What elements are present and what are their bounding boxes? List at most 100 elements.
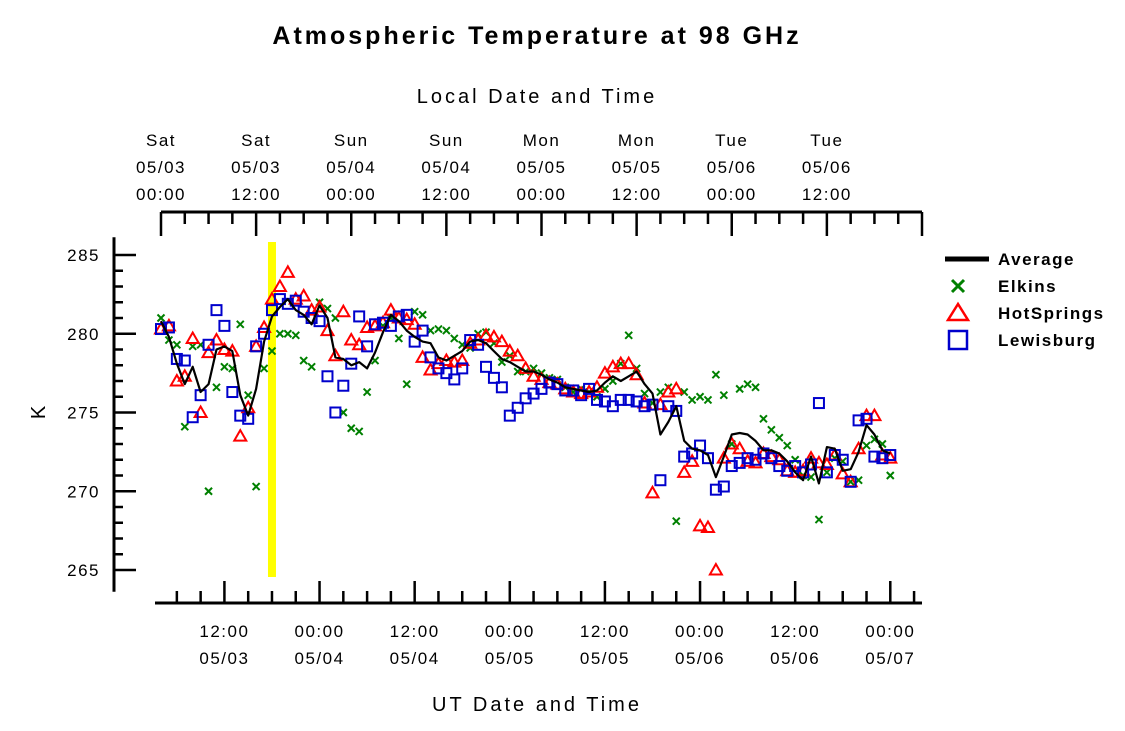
top-tick-label: Tue: [810, 131, 843, 150]
top-tick-label: Sun: [429, 131, 464, 150]
elkins-point-stroke: [759, 414, 768, 424]
elkins-point: [259, 364, 269, 373]
elkins-point: [719, 390, 729, 400]
lewisburg-point: [337, 379, 350, 392]
elkins-point: [156, 313, 166, 323]
elkins-point: [402, 379, 411, 389]
top-tick-label: 12:00: [231, 185, 281, 204]
hotsprings-point: [256, 319, 272, 333]
hotsprings-point: [509, 347, 526, 362]
hotsprings-point: [676, 464, 692, 478]
elkins-point-stroke: [347, 424, 356, 433]
elkins-point: [442, 326, 451, 335]
hotsprings-point: [517, 360, 534, 374]
hotsprings-point: [644, 484, 661, 499]
top-tick-label: 05/06: [707, 158, 757, 177]
elkins-point-stroke: [220, 362, 229, 372]
lewisburg-point: [749, 453, 762, 466]
top-tick-label: 05/04: [326, 158, 376, 177]
lewisburg-point: [234, 409, 247, 422]
elkins-point: [307, 362, 316, 372]
lewisburg-point: [622, 393, 635, 406]
y-tick-label: 275: [67, 404, 100, 423]
elkins-point-stroke: [394, 334, 404, 343]
lewisburg-point: [868, 450, 881, 463]
lewisburg-point: [353, 310, 366, 323]
lewisburg-point: [583, 382, 596, 395]
elkins-point: [180, 422, 189, 431]
elkins-point: [814, 515, 824, 524]
top-tick-label: 00:00: [707, 185, 757, 204]
bottom-axis: 12:00 05/03 00:00 05/04 12:00 05/04 00:00 05/05…: [155, 581, 922, 668]
top-tick-label: 05/03: [136, 158, 186, 177]
elkins-point-stroke: [434, 324, 443, 334]
elkins-point: [624, 331, 633, 340]
legend-item-average: Average: [945, 250, 1073, 269]
elkins-point: [735, 384, 744, 394]
lewisburg-point: [844, 475, 857, 488]
bottom-tick-label: 12:00: [580, 622, 630, 641]
elkins-point-stroke: [775, 433, 784, 442]
hotsprings-point: [731, 440, 748, 455]
elkins-point: [188, 342, 197, 351]
elkins-point: [695, 392, 705, 401]
legend-item-elkins: Elkins: [950, 277, 1056, 296]
elkins-point: [418, 310, 427, 320]
elkins-point: [767, 425, 776, 435]
lewisburg-point: [400, 308, 413, 321]
elkins-point-stroke: [822, 468, 832, 477]
legend-label: HotSprings: [998, 304, 1105, 323]
top-tick-label: Mon: [523, 131, 561, 150]
bottom-tick-label: 12:00: [770, 622, 820, 641]
top-tick-label: 00:00: [136, 185, 186, 204]
bottom-tick-label: 12:00: [390, 622, 440, 641]
lewisburg-point: [852, 414, 865, 427]
elkins-point-stroke: [735, 384, 744, 394]
elkins-point-stroke: [790, 455, 800, 464]
elkins-point: [862, 441, 871, 450]
elkins-point-stroke: [212, 383, 221, 392]
lewisburg-point: [289, 294, 302, 307]
top-tick-label: 00:00: [326, 185, 376, 204]
lewisburg-point: [535, 382, 548, 395]
elkins-point-stroke: [243, 390, 253, 400]
legend-swatch-triangle: [945, 301, 971, 322]
elkins-point-stroke: [687, 395, 697, 405]
y-tick-label: 280: [67, 325, 100, 344]
elkins-point-stroke: [695, 392, 705, 401]
y-axis: 265 270 275 280 285: [67, 237, 136, 592]
elkins-point-stroke: [719, 390, 729, 400]
hotsprings-point: [200, 344, 217, 359]
elkins-point-stroke: [656, 387, 665, 397]
elkins-point-stroke: [402, 379, 411, 389]
lewisburg-point: [709, 483, 722, 496]
elkins-point: [703, 395, 713, 405]
elkins-point: [672, 516, 681, 526]
lewisburg-point: [606, 400, 619, 413]
lewisburg-point: [202, 338, 215, 351]
elkins-point: [751, 383, 760, 392]
elkins-point-stroke: [267, 346, 277, 356]
lewisburg-point: [424, 351, 437, 364]
bottom-tick-label: 05/04: [295, 649, 345, 668]
elkins-point-stroke: [172, 340, 182, 349]
bottom-tick-label: 00:00: [295, 622, 345, 641]
elkins-point-stroke: [624, 331, 633, 340]
hotsprings-point: [708, 561, 724, 576]
elkins-point: [394, 334, 404, 343]
hotsprings-point: [835, 465, 851, 480]
lewisburg-point: [559, 384, 572, 397]
elkins-point-stroke: [767, 425, 776, 435]
hotsprings-point: [311, 298, 328, 313]
elkins-point-stroke: [204, 487, 213, 496]
bottom-tick-label: 05/05: [580, 649, 630, 668]
elkins-point-stroke: [450, 334, 459, 343]
top-axis-title: Local Date and Time: [417, 86, 657, 108]
elkins-point-stroke: [236, 320, 245, 329]
elkins-point: [299, 356, 308, 365]
lewisburg-point: [614, 393, 627, 406]
hotsprings-point: [716, 450, 732, 464]
top-tick-label: Sun: [334, 131, 369, 150]
elkins-point: [275, 329, 285, 338]
